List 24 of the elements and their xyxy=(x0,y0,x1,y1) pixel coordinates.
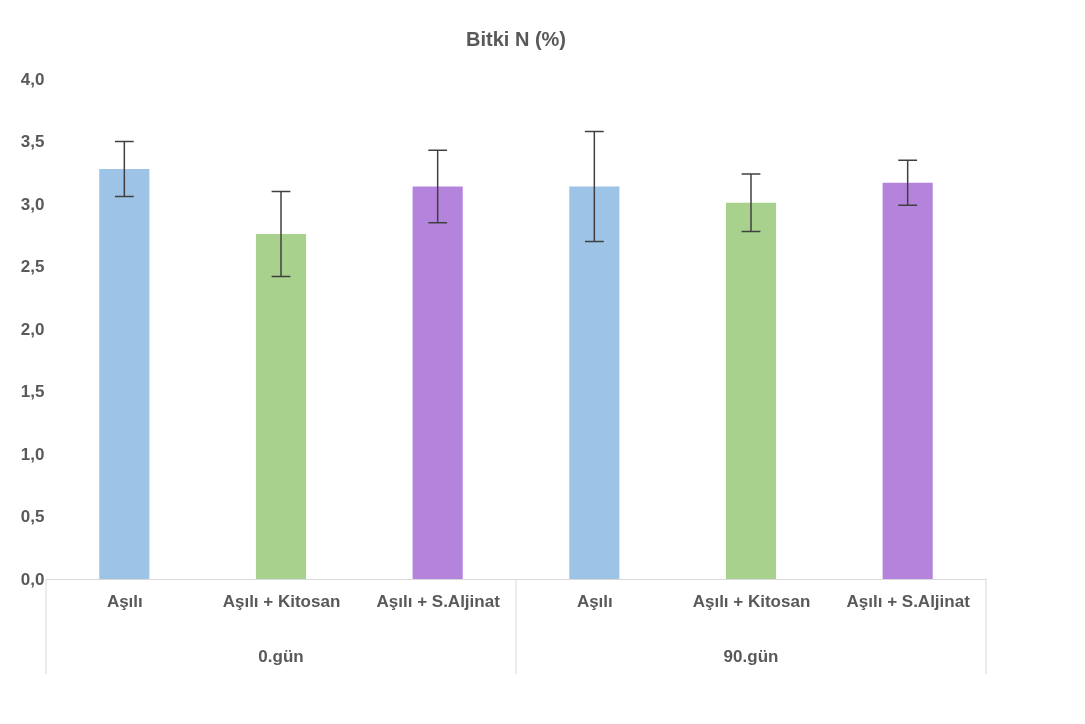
y-tick-label: 4,0 xyxy=(20,69,45,89)
y-tick-label: 0,5 xyxy=(20,507,45,526)
x-tick-label: Aşılı xyxy=(106,591,143,611)
x-tick-label: Aşılı xyxy=(576,591,613,611)
chart-title: Bitki N (%) xyxy=(466,28,566,50)
bar xyxy=(412,186,463,579)
y-tick-label: 3,5 xyxy=(20,132,45,151)
y-tick-label: 3,0 xyxy=(20,194,45,214)
bar xyxy=(725,202,777,579)
y-tick-label: 1,0 xyxy=(20,444,45,464)
x-tick-label: Aşılı + S.Aljinat xyxy=(846,591,971,611)
y-tick-label: 1,5 xyxy=(20,382,45,401)
x-tick-label: Aşılı + Kitosan xyxy=(692,591,811,611)
y-tick-label: 2,0 xyxy=(20,319,45,339)
x-tick-label: Aşılı + S.Aljinat xyxy=(376,591,501,611)
text: 90.gün xyxy=(723,647,779,666)
bar xyxy=(882,182,933,579)
y-tick-label: 0,0 xyxy=(20,569,45,589)
y-tick-label: 2,5 xyxy=(20,257,45,276)
bar xyxy=(255,234,307,579)
x-tick-label: Aşılı + Kitosan xyxy=(222,591,341,611)
bar xyxy=(99,169,150,579)
bar xyxy=(569,186,620,579)
text: 0.gün xyxy=(258,647,304,666)
